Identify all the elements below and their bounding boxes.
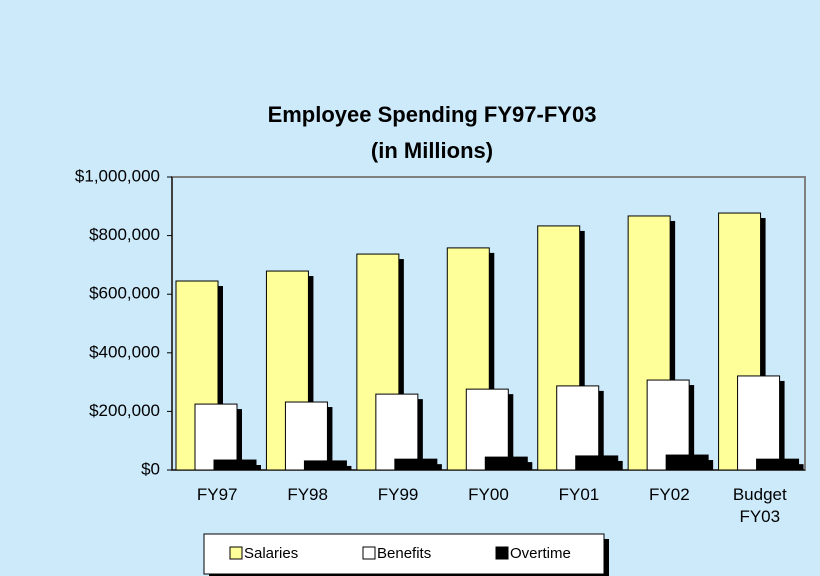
legend-label: Salaries	[244, 545, 298, 562]
legend-swatch	[362, 546, 376, 560]
y-tick-label: $1,000,000	[75, 166, 160, 185]
chart-title: Employee Spending FY97-FY03	[268, 102, 597, 127]
legend-swatch	[229, 546, 243, 560]
bar-face	[284, 401, 328, 471]
bar	[303, 460, 352, 471]
x-tick-label: FY99	[377, 485, 419, 504]
y-tick-label: $400,000	[89, 342, 160, 361]
y-tick-label: $0	[141, 459, 160, 478]
bar	[375, 393, 423, 471]
bar	[665, 454, 714, 471]
bar-face	[575, 455, 619, 471]
bar	[737, 375, 785, 471]
x-tick-label: FY01	[558, 485, 600, 504]
legend-label: Benefits	[377, 545, 431, 562]
bar-face	[394, 458, 438, 471]
y-tick-label: $600,000	[89, 284, 160, 303]
bar	[718, 212, 766, 471]
x-tick-label: FY97	[196, 485, 238, 504]
bar	[213, 459, 261, 471]
y-tick-label: $800,000	[89, 225, 160, 244]
bar	[465, 388, 514, 471]
bar-face	[465, 388, 509, 471]
x-tick-label: FY98	[287, 485, 328, 504]
bar-face	[484, 456, 528, 471]
bar-face	[213, 459, 257, 471]
bar	[194, 403, 242, 471]
legend-swatch	[495, 546, 509, 560]
chart-subtitle: (in Millions)	[371, 138, 493, 163]
x-tick-label: FY00	[468, 485, 509, 504]
bar-face	[194, 403, 238, 471]
bar-face	[737, 375, 781, 471]
y-tick-label: $200,000	[89, 401, 160, 420]
bar-face	[756, 458, 800, 471]
bar	[284, 401, 333, 471]
bar	[484, 456, 533, 471]
bar-face	[303, 460, 347, 471]
bar	[575, 455, 623, 471]
x-tick-label: FY02	[649, 485, 690, 504]
bar	[394, 458, 442, 471]
bar	[756, 458, 804, 471]
bar-face	[665, 454, 709, 471]
x-tick-label: Budget FY03	[732, 485, 787, 526]
bar-face	[375, 393, 419, 471]
legend-box	[203, 533, 605, 575]
legend-label: Overtime	[510, 545, 571, 562]
